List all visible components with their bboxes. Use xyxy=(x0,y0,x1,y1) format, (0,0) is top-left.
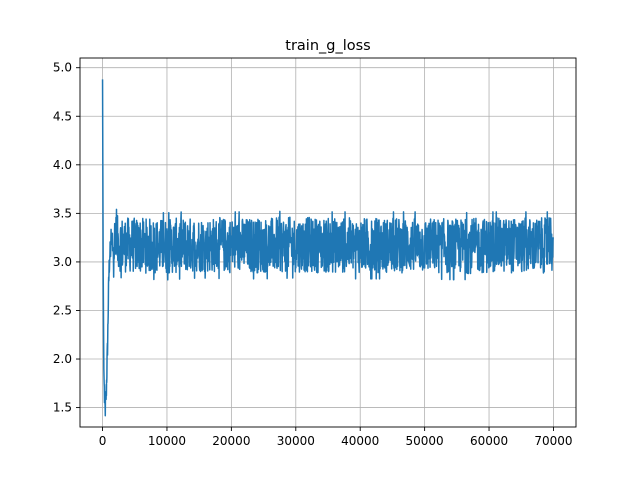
y-tick-label: 2.5 xyxy=(53,303,72,317)
x-tick-label: 40000 xyxy=(341,434,379,448)
x-tick-label: 0 xyxy=(99,434,107,448)
y-tick-label: 5.0 xyxy=(53,61,72,75)
axes-frame xyxy=(79,57,577,428)
series-line xyxy=(101,79,554,417)
x-tick-label: 70000 xyxy=(534,434,572,448)
plot-area xyxy=(101,79,554,417)
y-tick-label: 1.5 xyxy=(53,401,72,415)
x-tick-label: 50000 xyxy=(406,434,444,448)
y-tick-label: 4.5 xyxy=(53,109,72,123)
x-tick-label: 10000 xyxy=(148,434,186,448)
y-tick-label: 3.5 xyxy=(53,206,72,220)
x-tick-label: 60000 xyxy=(470,434,508,448)
y-tick-label: 2.0 xyxy=(53,352,72,366)
axes: 0 10000 20000 30000 40000 50000 60000 70000 1.5 2… xyxy=(53,57,577,448)
y-tick-label: 4.0 xyxy=(53,158,72,172)
x-tick-label: 20000 xyxy=(212,434,250,448)
y-tick-label: 3.0 xyxy=(53,255,72,269)
chart-title: train_g_loss xyxy=(285,38,370,54)
x-tick-label: 30000 xyxy=(277,434,315,448)
